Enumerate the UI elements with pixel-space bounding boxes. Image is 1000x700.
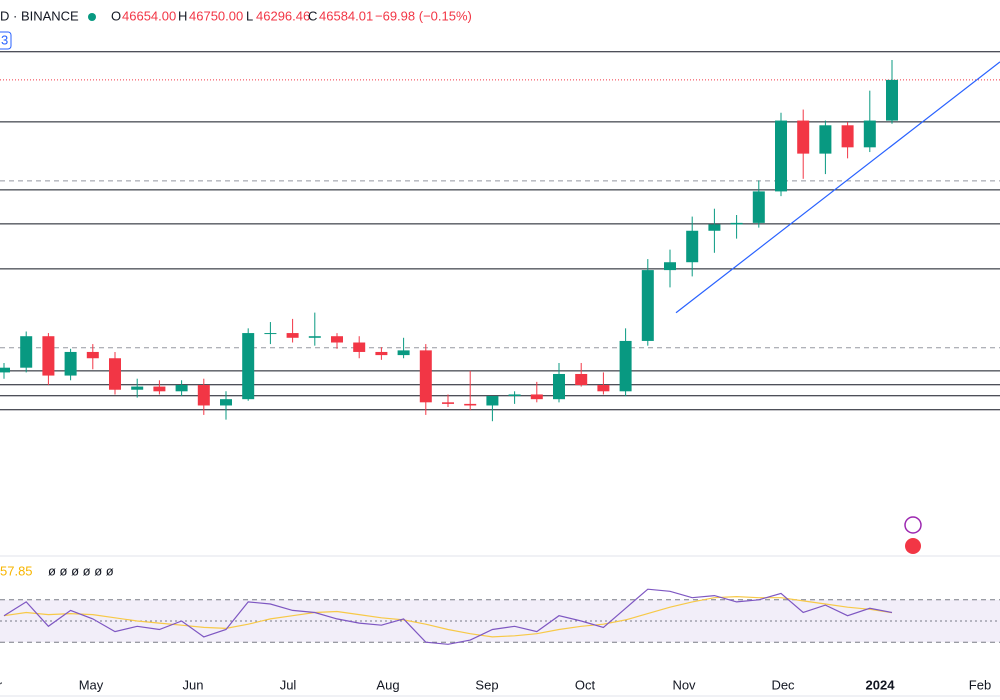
candle-body	[353, 342, 366, 352]
badge-text: 3	[1, 32, 8, 47]
open-label: O	[111, 8, 121, 23]
candle-body	[775, 120, 787, 192]
candle-body	[242, 333, 255, 400]
low-label: L	[246, 8, 253, 23]
candle-body	[331, 336, 343, 343]
x-tick-label: Feb	[969, 677, 991, 692]
rsi-line	[3, 588, 893, 645]
candle-body	[797, 120, 810, 154]
candle-body	[553, 373, 565, 400]
rsi-icons: ø ø ø ø ø ø	[48, 563, 114, 578]
candle-body	[464, 403, 477, 406]
x-tick-label: Nov	[672, 677, 696, 692]
candle-body	[109, 358, 121, 390]
candle-body	[641, 270, 654, 341]
x-tick-label: Dec	[771, 677, 795, 692]
open-value: 46654.00	[122, 8, 176, 23]
candle-body	[619, 340, 632, 392]
candle-body	[397, 350, 410, 356]
status-dot	[88, 13, 96, 21]
x-tick-label: 2024	[866, 677, 896, 692]
high-value: 46750.00	[189, 8, 243, 23]
event-icon[interactable]	[904, 516, 922, 534]
trendline	[675, 61, 1000, 314]
x-tick-label: Jun	[183, 677, 204, 692]
candle-body	[419, 350, 432, 403]
candle-body	[175, 385, 188, 392]
candle-body	[286, 333, 299, 338]
x-tick-label: r	[0, 677, 3, 692]
x-tick-label: Jul	[280, 677, 297, 692]
candle-body	[530, 394, 543, 400]
flag-icon[interactable]	[905, 538, 921, 554]
change: −69.98 (−0.15%)	[375, 8, 472, 23]
candle-body	[220, 399, 232, 406]
rsi-value: 57.85	[0, 563, 33, 578]
candle-body	[664, 262, 676, 271]
candle-body	[841, 125, 854, 148]
x-tick-label: May	[79, 677, 104, 692]
candle-body	[863, 120, 876, 148]
low-value: 46296.46	[256, 8, 310, 23]
candle-body	[486, 396, 499, 406]
close-value: 46584.01	[319, 8, 373, 23]
candle-body	[442, 402, 454, 404]
x-tick-label: Sep	[475, 677, 498, 692]
candle-body	[375, 351, 388, 356]
candle-body	[20, 336, 33, 368]
x-tick-label: Aug	[376, 677, 399, 692]
candle-body	[264, 333, 277, 335]
candle-body	[308, 336, 321, 338]
candle-body	[131, 386, 144, 390]
badge[interactable]	[0, 31, 12, 50]
candle-body	[886, 79, 898, 121]
rsi-ma-line	[3, 595, 893, 638]
candle-body	[575, 373, 588, 386]
candle-body	[730, 222, 743, 225]
candle-body	[752, 191, 765, 223]
candle-body	[86, 351, 99, 359]
candle-body	[64, 351, 77, 376]
close-label: C	[308, 8, 317, 23]
x-tick-label: Oct	[575, 677, 596, 692]
candle-body	[197, 385, 210, 406]
candle-body	[153, 386, 166, 392]
candle-body	[42, 336, 55, 376]
candle-body	[819, 125, 832, 154]
icons	[904, 516, 922, 554]
candle-body	[686, 230, 699, 263]
candle-body	[597, 385, 610, 392]
candle-body	[708, 224, 721, 231]
symbol: D · BINANCE	[0, 8, 79, 23]
candle-body	[508, 394, 521, 397]
high-label: H	[178, 8, 187, 23]
candle-body	[0, 367, 10, 373]
